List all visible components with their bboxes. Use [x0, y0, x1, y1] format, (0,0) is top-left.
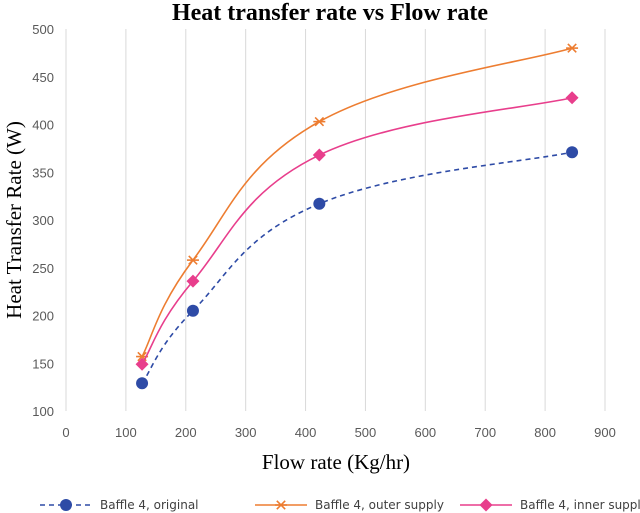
series-0-point-1 — [186, 304, 199, 317]
series-1-point-2 — [313, 116, 326, 127]
y-tick-label-350: 350 — [32, 165, 54, 180]
series-1-point-3-diag2 — [567, 43, 577, 53]
series-0-point-0 — [136, 377, 149, 390]
legend-marker-0 — [60, 499, 72, 511]
series-2-point-2 — [312, 148, 326, 162]
y-tick-label-400: 400 — [32, 118, 54, 133]
x-tick-label-800: 800 — [534, 425, 556, 440]
legend-marker-2 — [479, 498, 493, 512]
y-tick-label-500: 500 — [32, 22, 54, 37]
legend-marker-1 — [275, 500, 287, 510]
y-tick-label-100: 100 — [32, 404, 54, 419]
series-line-2 — [141, 96, 573, 365]
series-2-point-3 — [565, 91, 579, 105]
series-1-point-3 — [566, 43, 579, 53]
y-tick-labels: 100 150 200 250 300 350 400 450 500 — [32, 22, 54, 419]
series-0-point-2 — [313, 197, 326, 210]
legend-label-2: Baffle 4, inner supply — [520, 498, 640, 512]
x-tick-label-600: 600 — [414, 425, 436, 440]
x-tick-labels: 0 100 200 300 400 500 600 700 800 900 — [62, 425, 615, 440]
y-tick-label-250: 250 — [32, 261, 54, 276]
x-tick-label-0: 0 — [62, 425, 69, 440]
x-tick-label-200: 200 — [175, 425, 197, 440]
series-0-point-3 — [566, 146, 579, 159]
series-1-point-0-diag2 — [137, 351, 147, 362]
x-tick-label-100: 100 — [115, 425, 137, 440]
legend-marker-1-diag2 — [276, 500, 286, 510]
series-2-point-0 — [135, 357, 149, 371]
series-1-point-1-diag2 — [188, 255, 198, 265]
y-tick-label-200: 200 — [32, 309, 54, 324]
series-line-1 — [141, 47, 573, 357]
gridlines — [65, 29, 606, 411]
series-2-point-1 — [186, 274, 200, 288]
series-1-point-1 — [186, 255, 199, 265]
x-tick-label-400: 400 — [295, 425, 317, 440]
y-tick-label-450: 450 — [32, 70, 54, 85]
series-1-point-2-diag2 — [314, 116, 325, 127]
x-tick-label-700: 700 — [474, 425, 496, 440]
series-line-0 — [141, 151, 573, 384]
x-tick-label-900: 900 — [594, 425, 616, 440]
legend-label-0: Baffle 4, original — [100, 498, 199, 512]
y-tick-label-300: 300 — [32, 213, 54, 228]
chart-title: Heat transfer rate vs Flow rate — [172, 0, 488, 26]
series-layer — [135, 43, 579, 390]
y-axis-label: Heat Transfer Rate (W) — [2, 121, 26, 319]
x-tick-label-300: 300 — [235, 425, 257, 440]
x-axis-label: Flow rate (Kg/hr) — [262, 450, 410, 474]
x-tick-label-500: 500 — [355, 425, 377, 440]
legend: Baffle 4, original Baffle 4, outer supply… — [40, 498, 640, 512]
y-tick-label-150: 150 — [32, 356, 54, 371]
legend-label-1: Baffle 4, outer supply — [315, 498, 444, 512]
